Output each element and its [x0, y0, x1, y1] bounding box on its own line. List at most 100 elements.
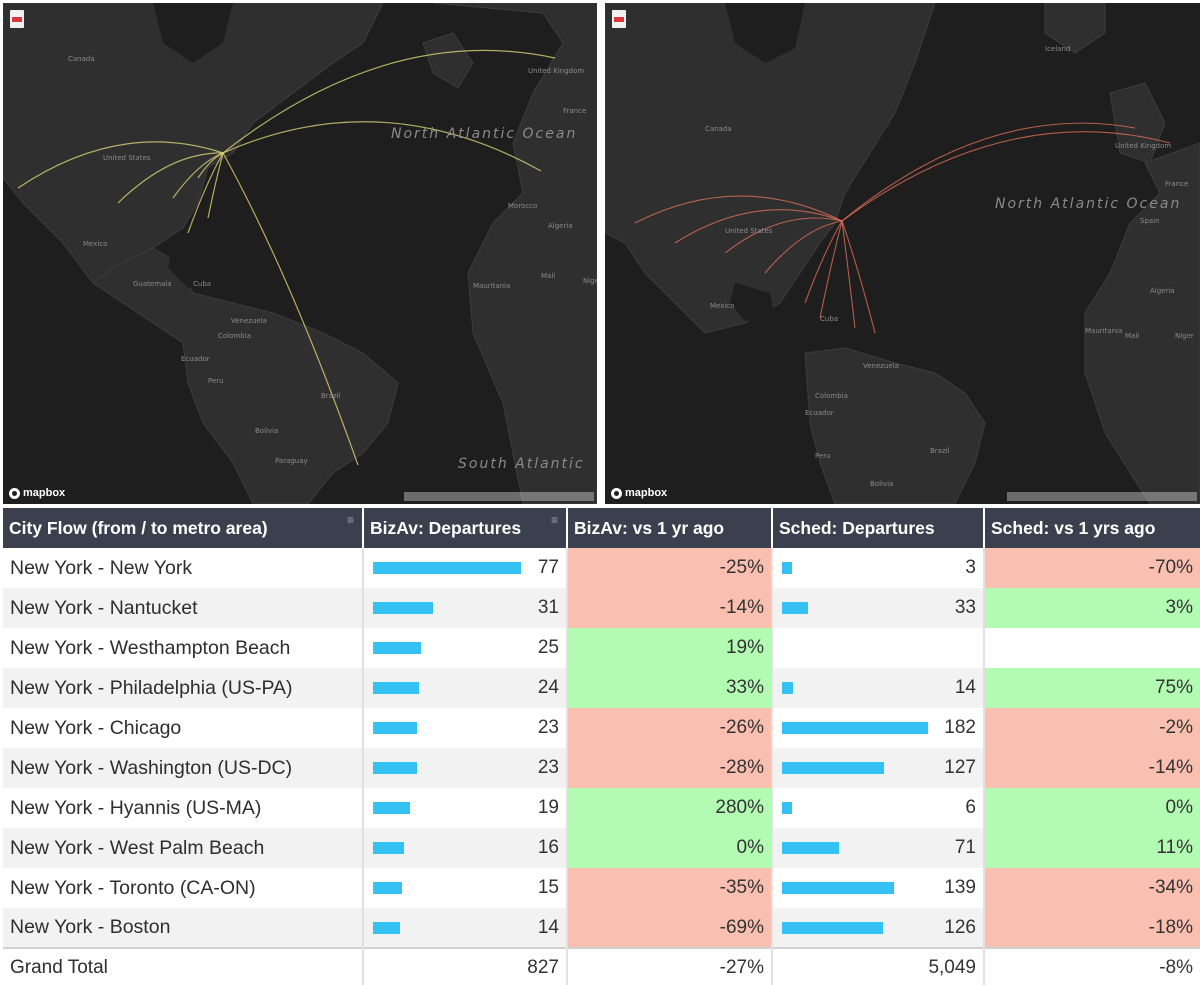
city-flow-cell[interactable]: New York - Nantucket — [3, 588, 364, 628]
bizav-departures-cell[interactable]: 15 — [363, 868, 568, 908]
sched-departures-cell[interactable]: 127 — [772, 748, 985, 788]
bizav-departures-cell[interactable]: 23 — [363, 708, 568, 748]
table-row[interactable]: New York - Toronto (CA-ON) 15 -35% 139 -34% — [3, 868, 1200, 908]
sched-departures-bar — [782, 842, 839, 854]
city-flow-cell[interactable]: New York - West Palm Beach — [3, 828, 364, 868]
flow-arc — [187, 152, 224, 234]
sched-departures-cell[interactable]: 71 — [772, 828, 985, 868]
city-flow-cell[interactable]: New York - Chicago — [3, 708, 364, 748]
table-row[interactable]: New York - Hyannis (US-MA) 19 280% 6 0% — [3, 788, 1200, 828]
bizav-departures-cell[interactable]: 24 — [363, 668, 568, 708]
file-export-icon[interactable] — [612, 10, 626, 28]
map-label: Mauritania — [1085, 327, 1122, 335]
sched-yoy-cell[interactable] — [984, 628, 1200, 668]
bizav-departures-cell[interactable]: 14 — [363, 908, 568, 948]
table-row[interactable]: New York - Philadelphia (US-PA) 24 33% 14 75… — [3, 668, 1200, 708]
sched-yoy-cell[interactable]: 0% — [984, 788, 1200, 828]
city-flow-cell[interactable]: New York - Washington (US-DC) — [3, 748, 364, 788]
bizav-departures-cell[interactable]: 77 — [363, 548, 568, 588]
bizav-departures-cell[interactable]: 23 — [363, 748, 568, 788]
sched-departures-cell[interactable]: 139 — [772, 868, 985, 908]
bizav-departures-bar — [373, 602, 433, 614]
sched-departures-cell[interactable] — [772, 628, 985, 668]
bizav-yoy-cell[interactable]: -25% — [567, 548, 773, 588]
sched-flow-map[interactable]: Iceland Canada United Kingdom United States… — [605, 3, 1200, 504]
bizav-yoy-cell[interactable]: 33% — [567, 668, 773, 708]
sched-departures-cell[interactable]: 6 — [772, 788, 985, 828]
sched-departures-cell[interactable]: 126 — [772, 908, 985, 948]
city-flow-cell[interactable]: New York - New York — [3, 548, 364, 588]
sched-departures-value: 127 — [944, 757, 976, 778]
bizav-departures-value: 25 — [537, 637, 559, 658]
sched-departures-value: 14 — [954, 677, 976, 698]
file-export-icon[interactable] — [10, 10, 24, 28]
bizav-yoy-cell[interactable]: -69% — [567, 908, 773, 948]
bizav-yoy-cell[interactable]: 0% — [567, 828, 773, 868]
bizav-yoy-cell[interactable]: -35% — [567, 868, 773, 908]
map-label: Ecuador — [805, 409, 834, 417]
sched-departures-bar — [782, 802, 792, 814]
table-row[interactable]: New York - Boston 14 -69% 126 -18% — [3, 908, 1200, 948]
map-label: Ecuador — [181, 355, 210, 363]
bizav-departures-cell[interactable]: 25 — [363, 628, 568, 668]
grand-total-bizav-departures: 827 — [363, 947, 568, 985]
sort-icon[interactable]: ≡ — [550, 513, 558, 527]
bizav-yoy-cell[interactable]: -26% — [567, 708, 773, 748]
bizav-departures-cell[interactable]: 19 — [363, 788, 568, 828]
bizav-yoy-cell[interactable]: -28% — [567, 748, 773, 788]
bizav-yoy-cell[interactable]: -14% — [567, 588, 773, 628]
bizav-departures-cell[interactable]: 31 — [363, 588, 568, 628]
header-city-flow[interactable]: City Flow (from / to metro area) ≡ — [3, 508, 364, 548]
table-body: New York - New York 77 -25% 3 -70% New York -… — [3, 548, 1200, 948]
grand-total-sched-departures: 5,049 — [772, 947, 985, 985]
sched-yoy-cell[interactable]: 75% — [984, 668, 1200, 708]
sched-departures-cell[interactable]: 14 — [772, 668, 985, 708]
bizav-departures-cell[interactable]: 16 — [363, 828, 568, 868]
grand-total-label: Grand Total — [3, 947, 364, 985]
sched-yoy-cell[interactable]: -70% — [984, 548, 1200, 588]
flow-arc — [841, 220, 876, 334]
table-row[interactable]: New York - Chicago 23 -26% 182 -2% — [3, 708, 1200, 748]
table-row[interactable]: New York - Washington (US-DC) 23 -28% 127 -1… — [3, 748, 1200, 788]
city-flow-cell[interactable]: New York - Philadelphia (US-PA) — [3, 668, 364, 708]
map-label: Bolivia — [870, 480, 893, 488]
map-attribution[interactable] — [1007, 492, 1197, 501]
sched-departures-value: 126 — [944, 916, 976, 938]
table-row[interactable]: New York - Westhampton Beach 25 19% — [3, 628, 1200, 668]
header-bizav-yoy[interactable]: BizAv: vs 1 yr ago — [567, 508, 773, 548]
map-label: United Kingdom — [528, 67, 584, 75]
header-bizav-departures[interactable]: BizAv: Departures ≡ — [363, 508, 568, 548]
table-row[interactable]: New York - Nantucket 31 -14% 33 3% — [3, 588, 1200, 628]
city-flow-cell[interactable]: New York - Westhampton Beach — [3, 628, 364, 668]
city-flow-cell[interactable]: New York - Hyannis (US-MA) — [3, 788, 364, 828]
bizav-departures-value: 16 — [537, 837, 559, 858]
bizav-yoy-cell[interactable]: 19% — [567, 628, 773, 668]
table-row[interactable]: New York - New York 77 -25% 3 -70% — [3, 548, 1200, 588]
sched-departures-cell[interactable]: 3 — [772, 548, 985, 588]
sched-yoy-cell[interactable]: 3% — [984, 588, 1200, 628]
sched-yoy-cell[interactable]: -34% — [984, 868, 1200, 908]
bizav-yoy-cell[interactable]: 280% — [567, 788, 773, 828]
sched-departures-cell[interactable]: 33 — [772, 588, 985, 628]
map-label: Guatemala — [133, 280, 172, 288]
map-label: France — [563, 107, 586, 115]
sched-departures-cell[interactable]: 182 — [772, 708, 985, 748]
city-flow-table: City Flow (from / to metro area) ≡ BizAv… — [3, 508, 1200, 985]
sched-yoy-cell[interactable]: -2% — [984, 708, 1200, 748]
bizav-departures-value: 31 — [537, 597, 559, 618]
map-label: Peru — [815, 452, 831, 460]
bizav-flow-map[interactable]: Canada United States Mexico Cuba Guatemala Ve… — [3, 3, 597, 504]
header-sched-departures[interactable]: Sched: Departures — [772, 508, 985, 548]
city-flow-cell[interactable]: New York - Toronto (CA-ON) — [3, 868, 364, 908]
filter-icon[interactable]: ≡ — [346, 513, 354, 527]
map-label: Algeria — [548, 222, 573, 230]
map-label: Brazil — [321, 392, 341, 400]
header-sched-yoy[interactable]: Sched: vs 1 yrs ago — [984, 508, 1200, 548]
map-label: Colombia — [815, 392, 848, 400]
map-attribution[interactable] — [404, 492, 594, 501]
sched-yoy-cell[interactable]: -14% — [984, 748, 1200, 788]
table-row[interactable]: New York - West Palm Beach 16 0% 71 11% — [3, 828, 1200, 868]
sched-yoy-cell[interactable]: -18% — [984, 908, 1200, 948]
city-flow-cell[interactable]: New York - Boston — [3, 908, 364, 948]
sched-yoy-cell[interactable]: 11% — [984, 828, 1200, 868]
